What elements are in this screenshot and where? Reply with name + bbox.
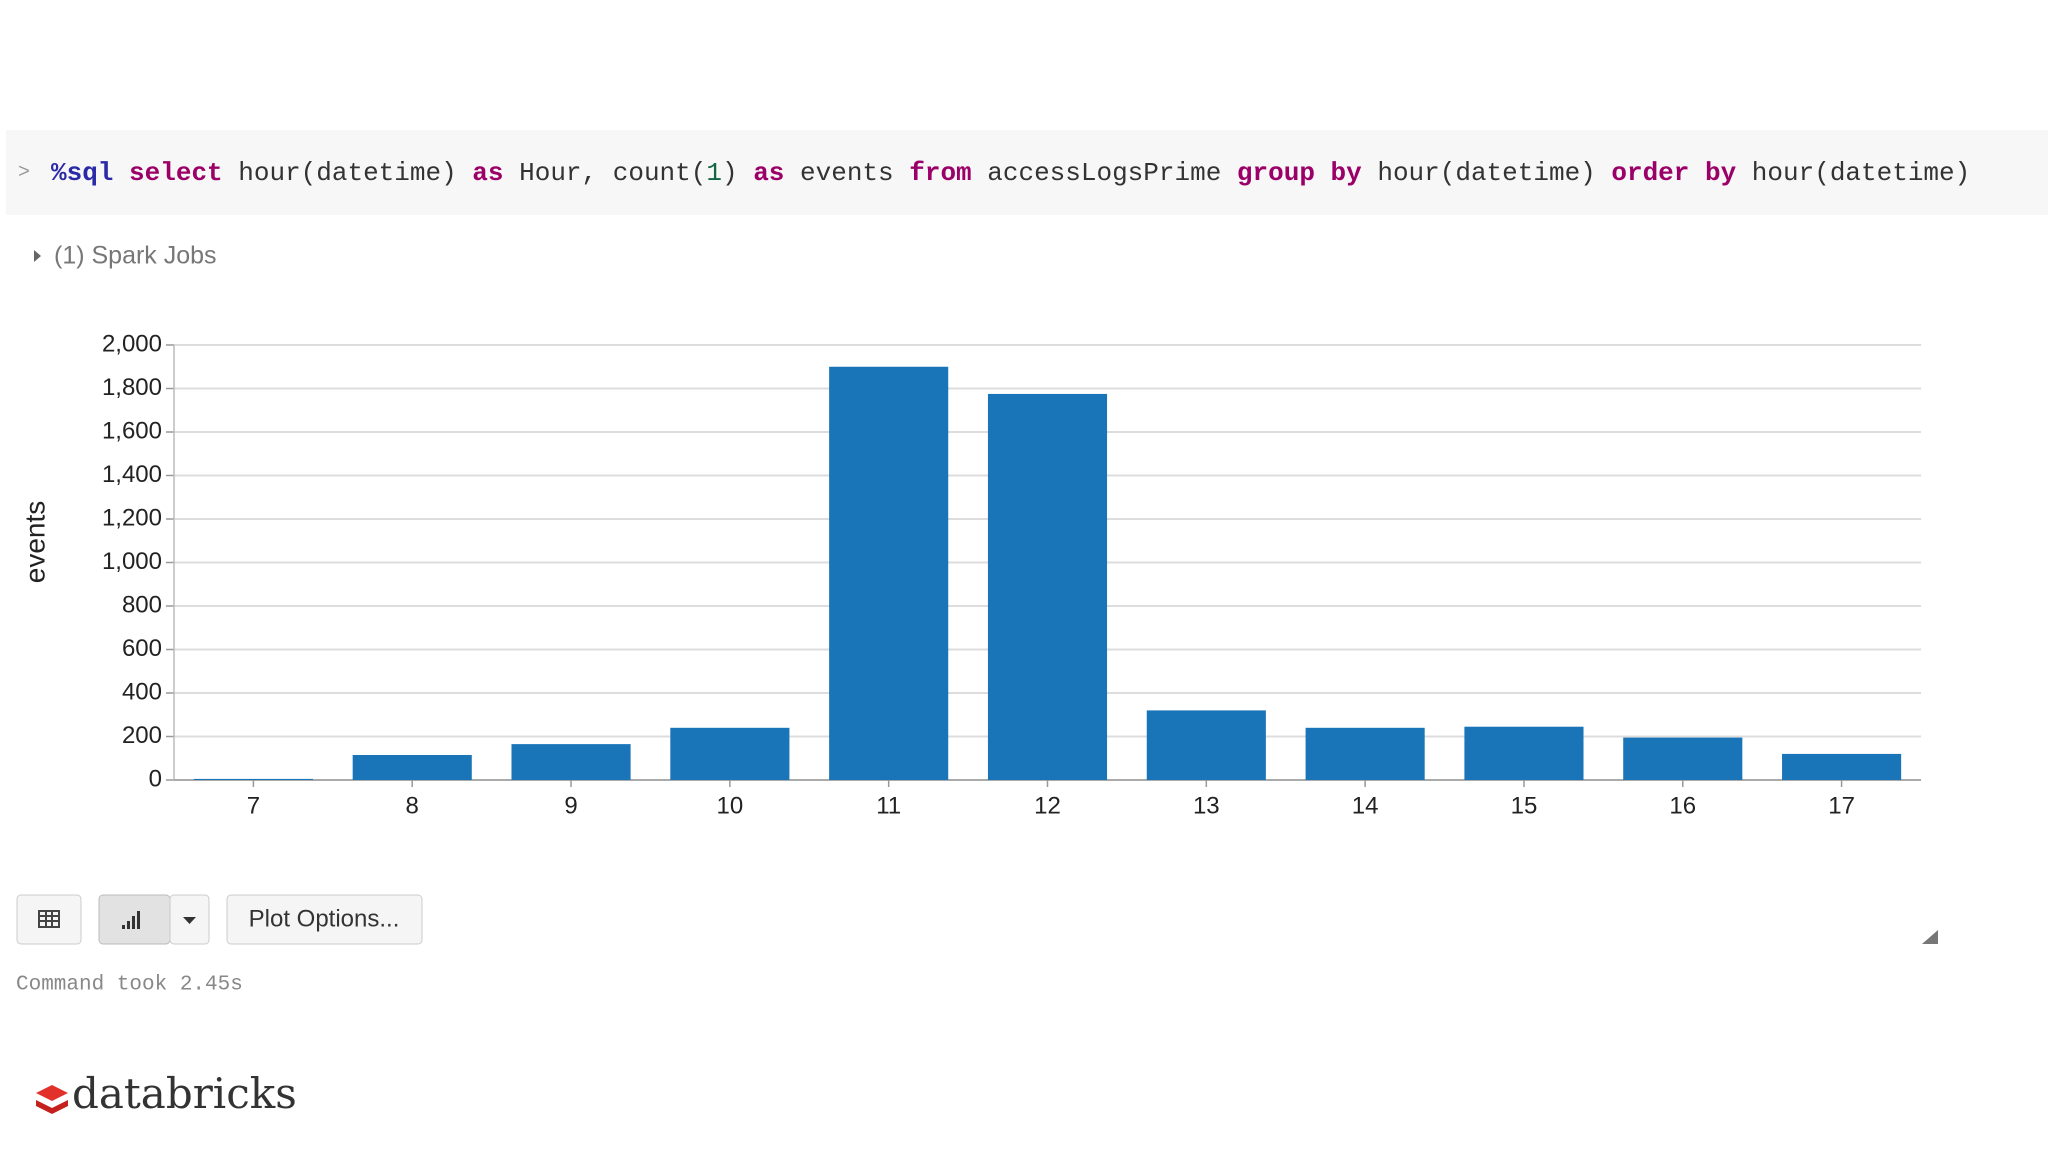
x-tick-label: 17	[1828, 792, 1855, 819]
x-tick-label: 9	[564, 792, 577, 819]
resize-handle[interactable]	[1922, 930, 1938, 944]
expand-caret[interactable]	[34, 250, 41, 262]
x-tick-label: 11	[876, 792, 901, 819]
y-tick-label: 600	[122, 635, 162, 662]
bar	[352, 754, 472, 780]
bar	[1782, 753, 1902, 780]
x-tick-label: 7	[247, 792, 260, 819]
code-background	[6, 130, 2048, 215]
code-token: Hour, count(	[504, 158, 707, 188]
code-token: from	[909, 158, 971, 188]
bar	[829, 366, 949, 780]
toolbar: Plot Options...	[16, 894, 423, 945]
bar	[1464, 726, 1584, 780]
y-tick-label: 1,400	[102, 461, 162, 488]
dropdown-caret	[183, 917, 196, 924]
logo-mark	[36, 1085, 68, 1114]
y-axis-label: events	[19, 501, 50, 584]
table-icon	[38, 910, 60, 928]
code-token: as	[753, 158, 784, 188]
y-tick-label: 200	[122, 722, 162, 749]
chart-icon	[122, 911, 140, 929]
code-line: %sql select hour(datetime) as Hour, coun…	[51, 158, 1970, 188]
bar	[1623, 737, 1743, 780]
y-tick-label: 1,000	[102, 548, 162, 575]
x-tick-label: 12	[1034, 792, 1061, 819]
code-token: )	[722, 158, 753, 188]
bar	[511, 744, 631, 780]
code-token: hour(datetime)	[1362, 158, 1612, 188]
spark-jobs[interactable]: (1) Spark Jobs	[54, 242, 217, 270]
y-tick-label: 0	[149, 765, 162, 792]
code-token: %sql	[51, 158, 113, 188]
code-token: hour(datetime)	[1736, 158, 1970, 188]
code-token: as	[472, 158, 503, 188]
y-tick-label: 1,800	[102, 374, 162, 401]
x-tick-label: 15	[1511, 792, 1538, 819]
logo-text: databricks	[72, 1069, 297, 1118]
y-tick-label: 400	[122, 678, 162, 705]
y-tick-label: 1,200	[102, 504, 162, 531]
code-token: hour(datetime)	[223, 158, 473, 188]
bar	[987, 393, 1108, 780]
code-token: select	[129, 158, 223, 188]
chart: 0 200 400 600 800 1,000 1,200 1,400 1,600 1,800 2,…	[19, 330, 1921, 819]
code-token: accessLogsPrime	[972, 158, 1237, 188]
table-button[interactable]	[16, 894, 82, 945]
bar	[1305, 727, 1425, 780]
command-status: Command took 2.45s	[16, 974, 243, 997]
y-tick-label: 1,600	[102, 417, 162, 444]
bar	[670, 727, 790, 780]
plot-options-button[interactable]	[226, 894, 423, 945]
plot-options-label: Plot Options...	[249, 905, 400, 932]
code-token: group by	[1237, 158, 1362, 188]
x-tick-label: 16	[1669, 792, 1696, 819]
code-token: events	[784, 158, 909, 188]
y-tick-label: 800	[122, 591, 162, 618]
x-tick-label: 13	[1193, 792, 1220, 819]
prompt: >	[18, 161, 30, 184]
x-tick-label: 8	[406, 792, 419, 819]
x-tick-label: 10	[717, 792, 744, 819]
code-token	[113, 158, 129, 188]
bar	[193, 778, 313, 780]
x-tick-label: 14	[1352, 792, 1379, 819]
bar	[1146, 710, 1266, 780]
code-token: order by	[1611, 158, 1736, 188]
code-token: 1	[706, 158, 722, 188]
y-tick-label: 2,000	[102, 330, 162, 357]
